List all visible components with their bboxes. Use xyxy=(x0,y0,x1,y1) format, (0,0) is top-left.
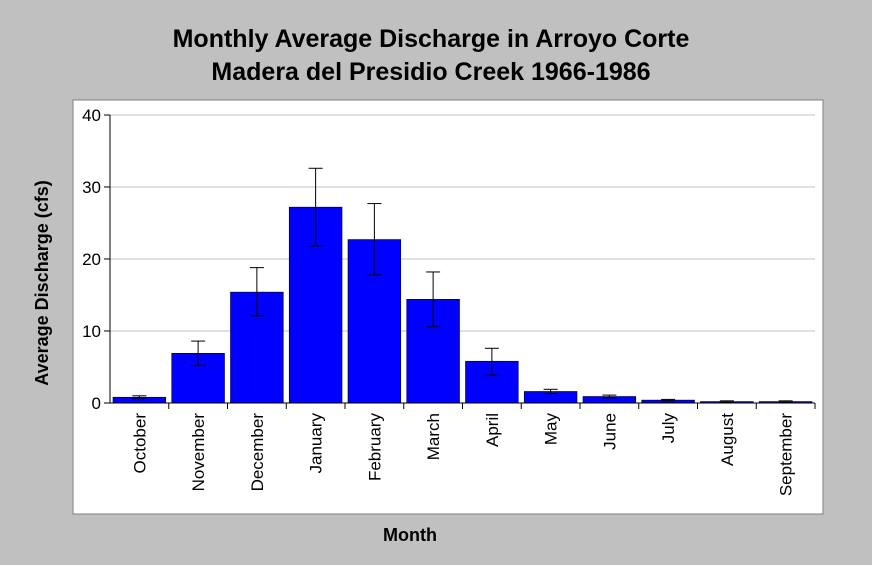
y-tick-label: 0 xyxy=(92,394,101,413)
x-axis-label: Month xyxy=(383,525,437,545)
x-category-label: April xyxy=(483,413,502,447)
x-category-label: October xyxy=(130,413,149,474)
x-category-label: December xyxy=(248,413,267,492)
x-categories: October November December January February Ma… xyxy=(130,413,795,497)
y-tick-label: 20 xyxy=(82,250,101,269)
x-category-label: July xyxy=(659,413,678,444)
x-category-label: February xyxy=(365,413,384,482)
gridlines xyxy=(110,114,815,332)
x-category-label: January xyxy=(307,413,326,474)
x-category-label: September xyxy=(777,413,796,496)
x-category-label: November xyxy=(189,413,208,492)
y-axis-label: Average Discharge (cfs) xyxy=(32,180,52,385)
y-tick-label: 40 xyxy=(82,106,101,125)
x-category-label: June xyxy=(600,413,619,450)
x-category-label: August xyxy=(718,413,737,466)
y-tick-label: 30 xyxy=(82,178,101,197)
chart-title-line-2: Madera del Presidio Creek 1966-1986 xyxy=(211,58,650,86)
chart-title-line-1: Monthly Average Discharge in Arroyo Cort… xyxy=(173,25,690,53)
y-ticks: 0 10 20 30 40 xyxy=(82,106,110,413)
y-tick-label: 10 xyxy=(82,322,101,341)
x-category-label: May xyxy=(542,413,561,446)
x-category-label: March xyxy=(424,413,443,460)
error-bars xyxy=(132,167,793,403)
